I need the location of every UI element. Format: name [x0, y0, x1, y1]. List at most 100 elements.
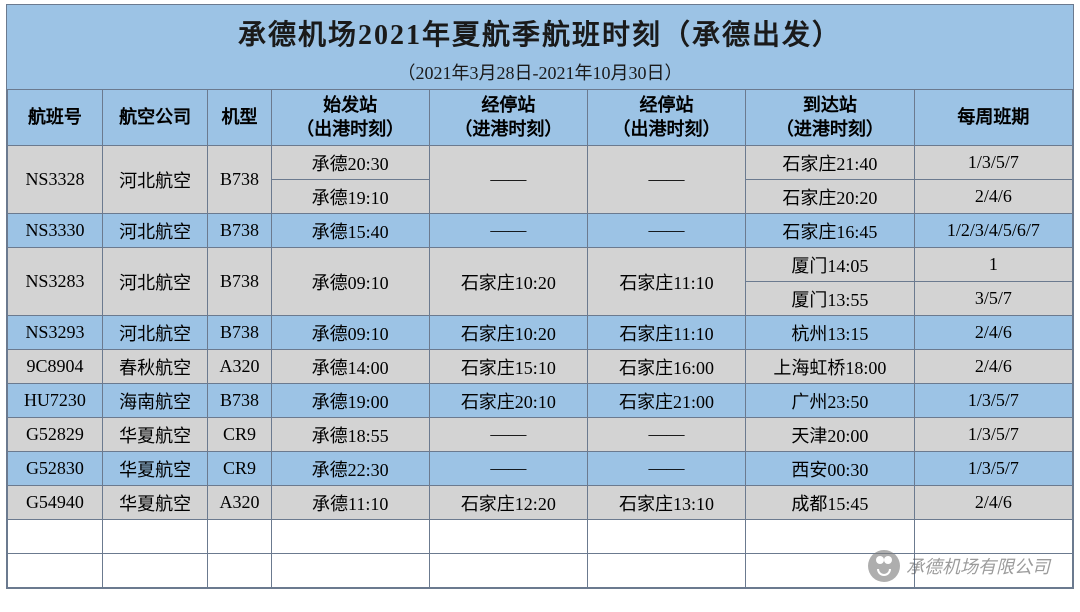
cell-airline: 海南航空 — [102, 384, 207, 418]
cell-flight: NS3293 — [8, 316, 103, 350]
page-title: 承德机场2021年夏航季航班时刻（承德出发） — [7, 13, 1073, 53]
cell-days: 1/2/3/4/5/6/7 — [914, 214, 1072, 248]
table-row: NS3330 河北航空 B738 承德15:40 —— —— 石家庄16:45 … — [8, 214, 1073, 248]
cell-stop-arr: —— — [429, 452, 587, 486]
cell-days: 2/4/6 — [914, 180, 1072, 214]
cell-dest: 石家庄21:40 — [746, 146, 915, 180]
cell-stop-arr: —— — [429, 418, 587, 452]
cell-stop-dep: 石家庄11:10 — [587, 248, 745, 316]
cell-stop-dep: 石家庄11:10 — [587, 316, 745, 350]
cell-days: 1/3/5/7 — [914, 452, 1072, 486]
cell-origin: 承德18:55 — [271, 418, 429, 452]
cell-origin: 承德22:30 — [271, 452, 429, 486]
cell-days: 1/3/5/7 — [914, 146, 1072, 180]
cell-stop-arr: 石家庄20:10 — [429, 384, 587, 418]
table-row: G52830 华夏航空 CR9 承德22:30 —— —— 西安00:30 1/… — [8, 452, 1073, 486]
cell-stop-dep: 石家庄16:00 — [587, 350, 745, 384]
col-flight-no: 航班号 — [8, 90, 103, 146]
cell-stop-arr: —— — [429, 214, 587, 248]
cell-origin: 承德19:00 — [271, 384, 429, 418]
cell-flight: NS3328 — [8, 146, 103, 214]
cell-flight: HU7230 — [8, 384, 103, 418]
page-subtitle: （2021年3月28日-2021年10月30日） — [7, 59, 1073, 85]
cell-dest: 杭州13:15 — [746, 316, 915, 350]
col-stop-arr: 经停站（进港时刻） — [429, 90, 587, 146]
cell-dest: 上海虹桥18:00 — [746, 350, 915, 384]
cell-dest: 厦门13:55 — [746, 282, 915, 316]
col-dest: 到达站（进港时刻） — [746, 90, 915, 146]
cell-airline: 华夏航空 — [102, 452, 207, 486]
cell-airline: 河北航空 — [102, 146, 207, 214]
table-body: NS3328 河北航空 B738 承德20:30 —— —— 石家庄21:40 … — [8, 146, 1073, 588]
cell-origin: 承德14:00 — [271, 350, 429, 384]
cell-dest: 成都15:45 — [746, 486, 915, 520]
cell-dest: 天津20:00 — [746, 418, 915, 452]
cell-flight: G52829 — [8, 418, 103, 452]
cell-stop-dep: —— — [587, 452, 745, 486]
cell-days: 3/5/7 — [914, 282, 1072, 316]
cell-stop-dep: —— — [587, 214, 745, 248]
cell-aircraft: B738 — [208, 248, 271, 316]
table-row-empty — [8, 520, 1073, 554]
cell-stop-dep: 石家庄13:10 — [587, 486, 745, 520]
cell-stop-dep: —— — [587, 146, 745, 214]
cell-stop-arr: 石家庄10:20 — [429, 248, 587, 316]
table-row: G52829 华夏航空 CR9 承德18:55 —— —— 天津20:00 1/… — [8, 418, 1073, 452]
schedule-container: 承德机场2021年夏航季航班时刻（承德出发） （2021年3月28日-2021年… — [6, 4, 1074, 589]
table-row: NS3328 河北航空 B738 承德20:30 —— —— 石家庄21:40 … — [8, 146, 1073, 180]
cell-aircraft: B738 — [208, 384, 271, 418]
wechat-icon — [868, 550, 900, 582]
cell-airline: 华夏航空 — [102, 418, 207, 452]
cell-aircraft: A320 — [208, 486, 271, 520]
cell-days: 2/4/6 — [914, 486, 1072, 520]
col-stop-dep: 经停站（出港时刻） — [587, 90, 745, 146]
col-aircraft: 机型 — [208, 90, 271, 146]
cell-aircraft: B738 — [208, 146, 271, 214]
cell-dest: 广州23:50 — [746, 384, 915, 418]
col-days: 每周班期 — [914, 90, 1072, 146]
cell-stop-arr: 石家庄12:20 — [429, 486, 587, 520]
cell-origin: 承德20:30 — [271, 146, 429, 180]
cell-days: 2/4/6 — [914, 350, 1072, 384]
cell-stop-arr: 石家庄10:20 — [429, 316, 587, 350]
cell-dest: 西安00:30 — [746, 452, 915, 486]
col-origin: 始发站（出港时刻） — [271, 90, 429, 146]
cell-flight: 9C8904 — [8, 350, 103, 384]
header-row: 航班号 航空公司 机型 始发站（出港时刻） 经停站（进港时刻） 经停站（出港时刻… — [8, 90, 1073, 146]
cell-airline: 河北航空 — [102, 248, 207, 316]
flight-schedule-table: 航班号 航空公司 机型 始发站（出港时刻） 经停站（进港时刻） 经停站（出港时刻… — [7, 89, 1073, 588]
cell-aircraft: A320 — [208, 350, 271, 384]
cell-dest: 石家庄20:20 — [746, 180, 915, 214]
table-row: G54940 华夏航空 A320 承德11:10 石家庄12:20 石家庄13:… — [8, 486, 1073, 520]
cell-stop-arr: 石家庄15:10 — [429, 350, 587, 384]
cell-dest: 厦门14:05 — [746, 248, 915, 282]
cell-aircraft: B738 — [208, 214, 271, 248]
cell-origin: 承德09:10 — [271, 248, 429, 316]
cell-flight: G54940 — [8, 486, 103, 520]
cell-days: 1/3/5/7 — [914, 384, 1072, 418]
cell-days: 2/4/6 — [914, 316, 1072, 350]
table-row: NS3283 河北航空 B738 承德09:10 石家庄10:20 石家庄11:… — [8, 248, 1073, 282]
cell-days: 1/3/5/7 — [914, 418, 1072, 452]
col-airline: 航空公司 — [102, 90, 207, 146]
cell-airline: 河北航空 — [102, 316, 207, 350]
cell-flight: G52830 — [8, 452, 103, 486]
cell-aircraft: CR9 — [208, 418, 271, 452]
cell-days: 1 — [914, 248, 1072, 282]
table-row: HU7230 海南航空 B738 承德19:00 石家庄20:10 石家庄21:… — [8, 384, 1073, 418]
cell-airline: 华夏航空 — [102, 486, 207, 520]
cell-airline: 河北航空 — [102, 214, 207, 248]
cell-stop-dep: —— — [587, 418, 745, 452]
cell-airline: 春秋航空 — [102, 350, 207, 384]
cell-origin: 承德09:10 — [271, 316, 429, 350]
cell-dest: 石家庄16:45 — [746, 214, 915, 248]
cell-flight: NS3283 — [8, 248, 103, 316]
cell-origin: 承德15:40 — [271, 214, 429, 248]
watermark-text: 承德机场有限公司 — [906, 553, 1050, 579]
cell-stop-arr: —— — [429, 146, 587, 214]
table-row: NS3293 河北航空 B738 承德09:10 石家庄10:20 石家庄11:… — [8, 316, 1073, 350]
cell-origin: 承德11:10 — [271, 486, 429, 520]
cell-aircraft: B738 — [208, 316, 271, 350]
cell-flight: NS3330 — [8, 214, 103, 248]
cell-stop-dep: 石家庄21:00 — [587, 384, 745, 418]
